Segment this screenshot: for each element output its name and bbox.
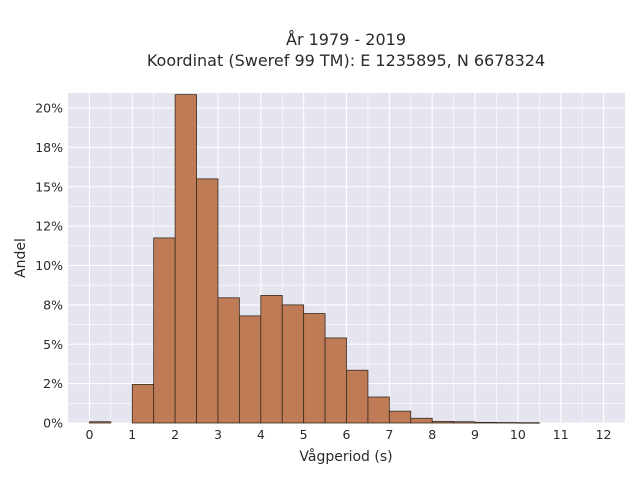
y-axis-label: Andel [13,238,29,278]
histogram-bar [281,304,305,424]
histogram-bar [196,178,219,424]
x-tick-label: 10 [510,427,526,442]
chart-title-line-1: År 1979 - 2019 [286,30,406,49]
x-axis-label: Vågperiod (s) [299,448,392,465]
histogram-bar [410,417,433,424]
y-tick-label: 10% [35,258,63,273]
y-tick-label: 8% [43,297,63,312]
x-tick-label: 9 [471,427,479,442]
y-tick-label: 18% [35,140,63,155]
histogram-bar [367,396,390,424]
y-axis-ticks: 0% 2% 5% 8% 10% 12% 15% 18% 20% [35,101,63,431]
x-tick-label: 4 [257,427,265,442]
histogram-bar [131,384,155,424]
x-tick-label: 5 [300,427,308,442]
histogram-bar [431,421,455,424]
x-tick-label: 2 [171,427,179,442]
x-tick-label: 7 [385,427,393,442]
y-tick-label: 20% [35,101,63,116]
histogram-bar [388,410,412,424]
x-tick-label: 1 [128,427,136,442]
y-tick-label: 0% [43,416,63,431]
histogram-bar [303,313,326,424]
histogram-bar [89,421,112,424]
histogram-bar [474,421,497,424]
histogram-bars [89,94,540,424]
histogram-bar [453,421,476,424]
chart-title-line-2: Koordinat (Sweref 99 TM): E 1235895, N 6… [147,51,545,70]
y-tick-label: 5% [43,337,63,352]
histogram-bar [346,369,369,424]
histogram-bar [496,422,519,424]
histogram-bar [517,422,540,424]
x-tick-label: 0 [85,427,93,442]
x-tick-label: 6 [343,427,351,442]
x-tick-label: 12 [596,427,612,442]
y-tick-label: 2% [43,376,63,391]
x-tick-label: 11 [553,427,569,442]
x-axis-ticks: 0 1 2 3 4 5 6 7 8 9 10 11 12 [85,427,611,442]
x-tick-label: 3 [214,427,222,442]
histogram-bar [174,94,197,424]
y-tick-label: 12% [35,219,63,234]
y-tick-label: 15% [35,179,63,194]
histogram-bar [153,237,176,424]
histogram-bar [217,297,240,424]
x-tick-label: 8 [428,427,436,442]
histogram-bar [238,315,262,424]
histogram-bar [324,337,347,424]
histogram-bar [260,295,283,424]
